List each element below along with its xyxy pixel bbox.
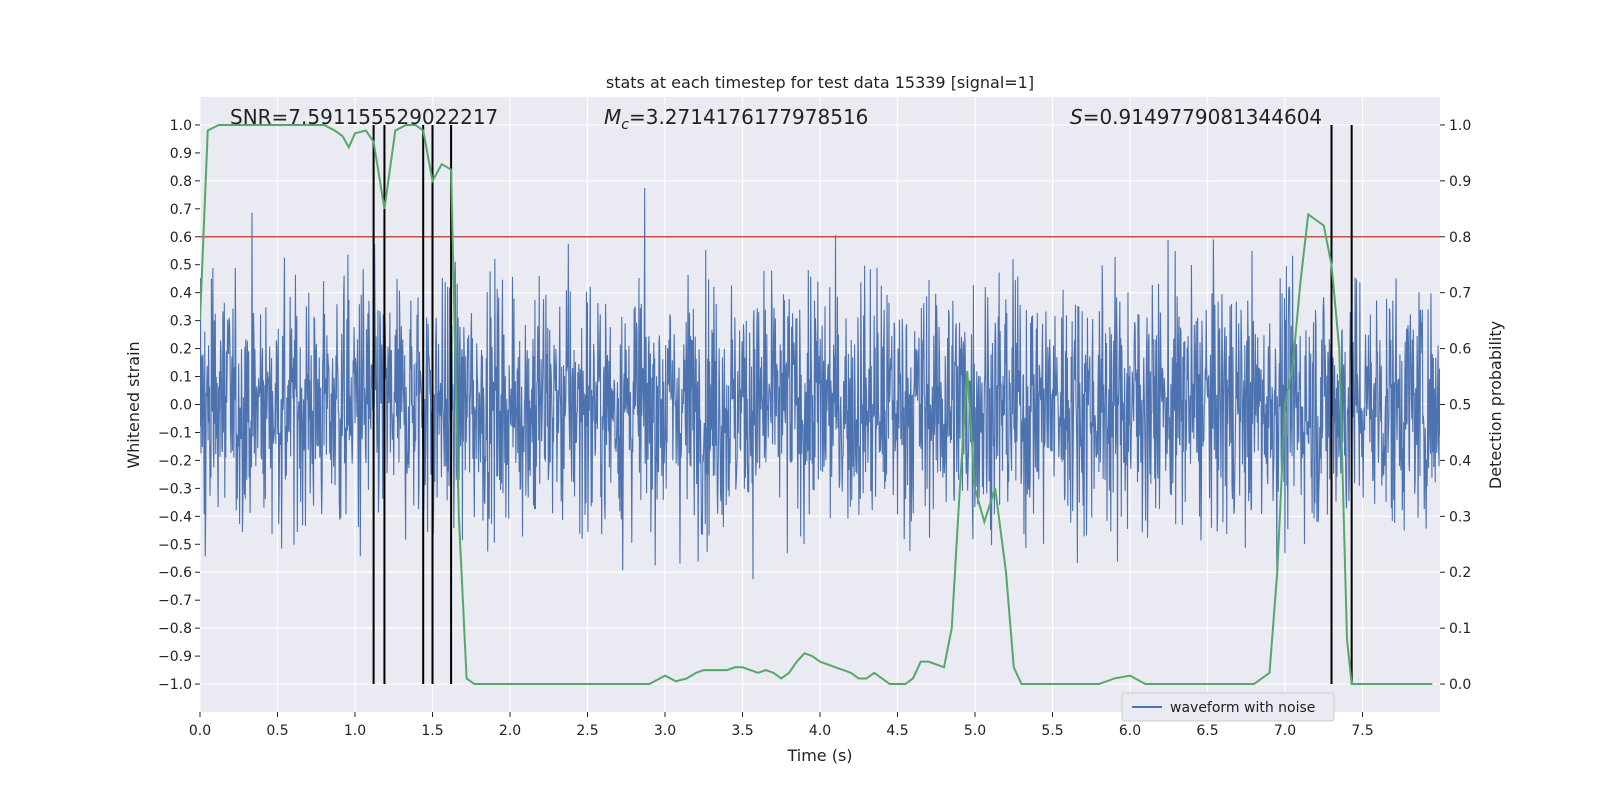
y-left-tick-label-7: 0.3 (170, 314, 192, 330)
y-left-tick-label-0: 1.0 (170, 118, 192, 134)
y-right-tick-label-5: 0.5 (1449, 398, 1471, 414)
s-value: =0.9149779081344604 (1083, 105, 1322, 129)
y-left-tick-label-13: −0.3 (158, 481, 192, 497)
y-left-tick-label-1: 0.9 (170, 146, 192, 162)
x-tick-label-1: 0.5 (266, 723, 288, 739)
y-left-tick-label-9: 0.1 (170, 370, 192, 386)
x-tick-label-9: 4.5 (886, 723, 908, 739)
snr-annotation: SNR=7.591155529022217 (230, 105, 498, 129)
y-left-tick-label-15: −0.5 (158, 537, 192, 553)
y-right-tick-label-7: 0.3 (1449, 509, 1471, 525)
x-tick-label-15: 7.5 (1351, 723, 1373, 739)
x-tick-label-5: 2.5 (576, 723, 598, 739)
y-right-tick-label-6: 0.4 (1449, 453, 1471, 469)
y-right-tick-label-4: 0.6 (1449, 342, 1471, 358)
x-tick-label-10: 5.0 (964, 723, 986, 739)
y-right-axis-label: Detection probability (1486, 321, 1505, 489)
y-left-tick-label-5: 0.5 (170, 258, 192, 274)
y-left-axis-label: Whitened strain (124, 341, 143, 468)
waveform-line (200, 187, 1440, 580)
y-right-tick-label-3: 0.7 (1449, 286, 1471, 302)
y-left-tick-label-16: −0.6 (158, 565, 192, 581)
chart-title: stats at each timestep for test data 153… (606, 73, 1034, 92)
s-annotation: S=0.9149779081344604 (1070, 105, 1322, 129)
chirp-mass-symbol: M (604, 105, 621, 129)
y-left-tick-label-6: 0.4 (170, 286, 192, 302)
y-left-tick-label-11: −0.1 (158, 425, 192, 441)
y-right-tick-label-1: 0.9 (1449, 174, 1471, 190)
legend-box (1121, 692, 1335, 722)
x-tick-label-6: 3.0 (654, 723, 676, 739)
y-left-tick-label-18: −0.8 (158, 621, 192, 637)
y-left-tick-label-14: −0.4 (158, 509, 192, 525)
x-tick-label-12: 6.0 (1119, 723, 1141, 739)
y-left-tick-label-19: −0.9 (158, 649, 192, 665)
legend-label-waveform: waveform with noise (1170, 700, 1315, 716)
y-right-tick-label-0: 1.0 (1449, 118, 1471, 134)
y-left-tick-label-8: 0.2 (170, 342, 192, 358)
legend: waveform with noise (1121, 692, 1335, 722)
x-tick-label-0: 0.0 (189, 723, 211, 739)
s-symbol: S (1070, 105, 1083, 129)
y-left-axis-ticks: 1.0 0.9 0.8 0.7 0.6 0.5 0.4 0.3 0.2 0.1 0.0 −0.1 −0.… (158, 118, 200, 693)
x-axis-label: Time (s) (786, 746, 852, 765)
chirp-mass-subscript: c (621, 117, 629, 133)
y-right-tick-label-10: 0.0 (1449, 677, 1471, 693)
y-left-tick-label-2: 0.8 (170, 174, 192, 190)
probability-line (200, 123, 1433, 686)
chirp-mass-annotation: Mc=3.2714176177978516 (604, 105, 868, 133)
y-left-tick-label-10: 0.0 (170, 398, 192, 414)
x-tick-label-11: 5.5 (1041, 723, 1063, 739)
x-tick-label-3: 1.5 (421, 723, 443, 739)
x-tick-label-14: 7.0 (1274, 723, 1296, 739)
x-tick-label-13: 6.5 (1196, 723, 1218, 739)
x-tick-label-7: 3.5 (731, 723, 753, 739)
y-right-axis-ticks: 1.0 0.9 0.8 0.7 0.6 0.5 0.4 0.3 0.2 0.1 0.0 (1440, 118, 1471, 693)
y-left-tick-label-4: 0.6 (170, 230, 192, 246)
y-left-tick-label-12: −0.2 (158, 453, 192, 469)
y-right-tick-label-8: 0.2 (1449, 565, 1471, 581)
x-tick-label-8: 4.0 (809, 723, 831, 739)
probability-series (200, 123, 1433, 686)
x-axis-ticks: 0.0 0.5 1.0 1.5 2.0 2.5 3.0 3.5 4.0 4.5 5.0 5.5 6.0 6… (189, 712, 1374, 739)
y-left-tick-label-3: 0.7 (170, 202, 192, 218)
y-right-tick-label-2: 0.8 (1449, 230, 1471, 246)
x-tick-label-4: 2.0 (499, 723, 521, 739)
event-lines (372, 124, 1353, 685)
waveform-series (200, 187, 1440, 580)
y-left-tick-label-20: −1.0 (158, 677, 192, 693)
y-right-tick-label-9: 0.1 (1449, 621, 1471, 637)
x-tick-label-2: 1.0 (344, 723, 366, 739)
y-left-tick-label-17: −0.7 (158, 593, 192, 609)
chirp-mass-value: =3.2714176177978516 (629, 105, 868, 129)
